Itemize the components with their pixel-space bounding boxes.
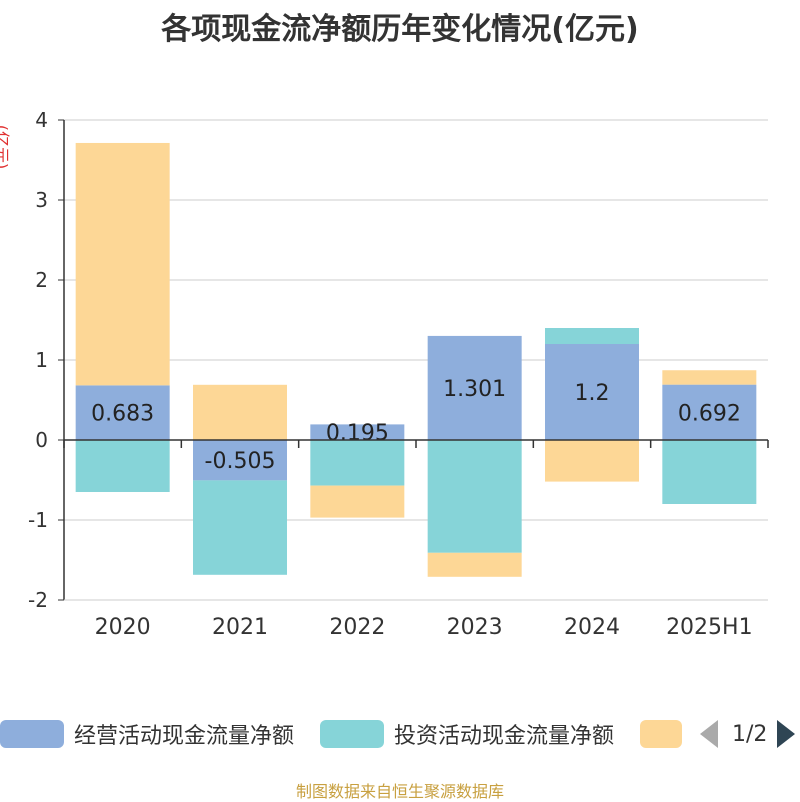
y-tick-label: -1 <box>28 508 48 532</box>
bar-segment-1-2024 <box>545 344 639 440</box>
data-label: -0.505 <box>205 449 276 474</box>
bar-segment-3-2022 <box>310 485 405 518</box>
x-tick-label: 2023 <box>447 615 503 640</box>
bar-segment-1-2022 <box>310 424 405 440</box>
bar-segment-1-2025H1 <box>662 384 757 440</box>
x-tick-label: 2025H1 <box>666 615 753 640</box>
bar-chart: -2 -1 0 1 2 3 4 0.683 -0.505 0.195 1.301 1.2 0.692 20… <box>28 108 769 640</box>
x-tick-label: 2020 <box>95 615 151 640</box>
legend-swatch-operating <box>0 720 64 748</box>
bar-segment-1-2020 <box>75 385 170 440</box>
bar-segment-2-2024 <box>545 328 639 344</box>
legend: 经营活动现金流量净额 投资活动现金流量净额 1/2 <box>0 716 800 756</box>
bar-segment-3-2023 <box>427 552 522 577</box>
bar-segment-3-2021 <box>193 384 287 440</box>
y-tick-label: 4 <box>35 108 48 132</box>
bar-segment-1-2021 <box>193 440 287 481</box>
legend-item-operating[interactable]: 经营活动现金流量净额 <box>0 716 294 752</box>
legend-item-investing[interactable]: 投资活动现金流量净额 <box>320 716 614 752</box>
y-tick-label: 2 <box>35 268 48 292</box>
legend-pager: 1/2 <box>700 716 796 752</box>
data-label: 1.2 <box>575 381 610 406</box>
legend-label-operating: 经营活动现金流量净额 <box>74 724 295 749</box>
bar-segment-3-2024 <box>545 440 639 482</box>
data-label: 0.692 <box>678 401 741 426</box>
data-label: 0.683 <box>91 402 154 427</box>
bar-segment-2-2022 <box>310 440 405 486</box>
y-tick-label: -2 <box>28 588 48 612</box>
bar-segment-2-2020 <box>75 440 170 492</box>
bar-segment-3-2020 <box>75 142 170 386</box>
x-tick-label: 2024 <box>564 615 620 640</box>
bar-segment-3-2025H1 <box>662 370 757 385</box>
legend-swatch-financing <box>640 720 682 748</box>
data-label: 1.301 <box>443 377 506 402</box>
y-tick-label: 1 <box>35 348 48 372</box>
data-label: 0.195 <box>326 421 389 446</box>
legend-item-financing[interactable] <box>640 716 682 752</box>
chart-title: 各项现金流净额历年变化情况(亿元) <box>161 12 639 47</box>
y-tick-label: 0 <box>35 428 48 452</box>
x-tick-label: 2022 <box>329 615 385 640</box>
y-tick-label: 3 <box>35 188 48 212</box>
bar-segment-2-2023 <box>427 440 522 553</box>
legend-next-page-button[interactable] <box>777 720 796 748</box>
legend-prev-page-button[interactable] <box>700 720 718 748</box>
legend-label-investing: 投资活动现金流量净额 <box>394 724 615 749</box>
bar-segment-2-2021 <box>193 480 287 575</box>
bar-segment-2-2025H1 <box>662 440 757 504</box>
legend-swatch-investing <box>320 720 384 748</box>
source-note: 制图数据来自恒生聚源数据库 <box>295 782 504 801</box>
legend-page-indicator: 1/2 <box>732 721 768 747</box>
bar-segment-1-2023 <box>427 335 522 440</box>
x-tick-label: 2021 <box>212 615 268 640</box>
